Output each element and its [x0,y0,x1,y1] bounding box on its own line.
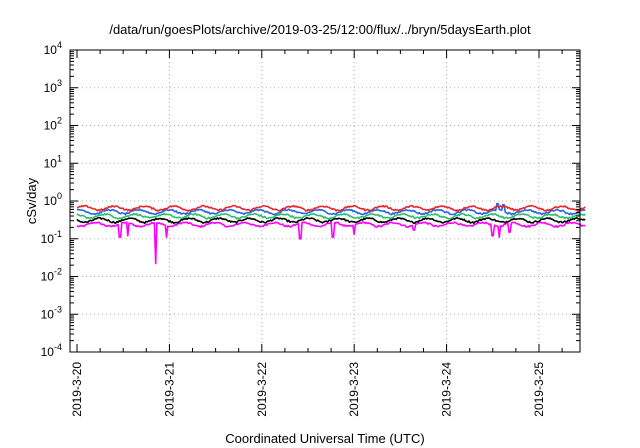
x-tick-label: 2019-3-25 [532,362,546,417]
y-tick-label: 103 [44,78,62,95]
x-tick-label: 2019-3-24 [440,362,454,417]
x-tick-labels: 2019-3-20 2019-3-21 2019-3-22 2019-3-23 2019… [70,362,546,417]
y-tick-base: 10 [44,81,58,95]
series-line [76,202,586,216]
y-tick-exponent: 2 [57,116,62,126]
series-group [76,202,586,265]
grid [70,50,580,352]
y-tick-label: 104 [44,40,62,57]
y-tick-label: 10-1 [41,229,62,246]
y-tick-exponent: -4 [54,342,62,352]
y-tick-exponent: 0 [57,191,62,201]
y-tick-base: 10 [41,345,55,359]
y-tick-exponent: 4 [57,40,62,50]
y-tick-base: 10 [44,156,58,170]
y-tick-base: 10 [41,270,55,284]
y-tick-base: 10 [44,194,58,208]
x-tick-label: 2019-3-23 [347,362,361,417]
series-line [76,212,586,220]
x-tick-label: 2019-3-20 [70,362,84,417]
x-tick-label: 2019-3-22 [255,362,269,417]
y-tick-label: 100 [44,191,62,208]
y-axis-label: cSv/day [24,177,39,224]
y-tick-base: 10 [44,119,58,133]
y-tick-exponent: -2 [54,267,62,277]
x-tick-label: 2019-3-21 [162,362,176,417]
chart-title: /data/run/goesPlots/archive/2019-03-25/1… [109,22,531,37]
y-tick-exponent: 3 [57,78,62,88]
y-tick-exponent: 1 [57,153,62,163]
series-line [76,216,586,224]
ticks [70,49,580,353]
y-tick-label: 101 [44,153,62,170]
series-line [76,221,586,265]
y-tick-exponent: -3 [54,304,62,314]
y-tick-label: 10-2 [41,267,62,284]
y-tick-label: 102 [44,116,62,133]
y-tick-exponent: -1 [54,229,62,239]
y-tick-label: 10-4 [41,342,62,359]
y-tick-base: 10 [41,232,55,246]
x-axis-label: Coordinated Universal Time (UTC) [225,431,424,446]
y-tick-label: 10-3 [41,304,62,321]
series-line [76,204,586,212]
y-tick-base: 10 [41,307,55,321]
y-tick-base: 10 [44,43,58,57]
